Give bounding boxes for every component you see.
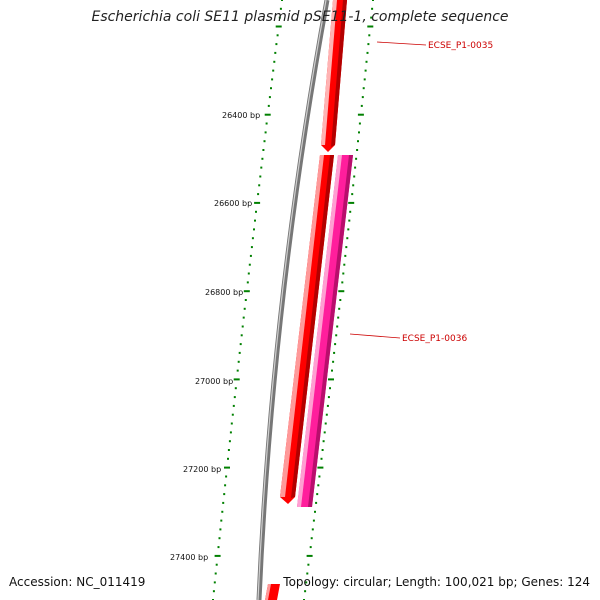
ruler-ticks-outer bbox=[212, 0, 283, 600]
sequence-summary: Topology: circular; Length: 100,021 bp; … bbox=[283, 575, 590, 589]
map-title: Escherichia coli SE11 plasmid pSE11-1, c… bbox=[91, 9, 509, 25]
ruler-label-27400: 27400 bp bbox=[170, 553, 208, 562]
feature-ecse-p1-0036[interactable] bbox=[280, 155, 334, 504]
backbone-highlight bbox=[257, 0, 327, 600]
ruler-label-26600: 26600 bp bbox=[214, 199, 252, 208]
feature-magenta-gene[interactable] bbox=[297, 155, 353, 507]
label-line-ecse-p1-0036 bbox=[349, 333, 401, 339]
feature-bottom-gene[interactable] bbox=[265, 584, 280, 600]
accession-text: Accession: NC_011419 bbox=[9, 575, 146, 589]
ruler-label-26400: 26400 bp bbox=[222, 111, 260, 120]
label-line-ecse-p1-0035 bbox=[376, 41, 427, 46]
feature-label-ecse-p1-0036[interactable]: ECSE_P1-0036 bbox=[402, 334, 467, 344]
backbone-arc bbox=[256, 0, 330, 600]
feature-ecse-p1-0035[interactable] bbox=[321, 0, 347, 152]
ruler-label-26800: 26800 bp bbox=[205, 288, 243, 297]
ruler-ticks-inner bbox=[303, 0, 374, 600]
ruler-label-27000: 27000 bp bbox=[195, 377, 233, 386]
ruler-label-27200: 27200 bp bbox=[183, 465, 221, 474]
feature-label-ecse-p1-0035[interactable]: ECSE_P1-0035 bbox=[428, 41, 493, 51]
